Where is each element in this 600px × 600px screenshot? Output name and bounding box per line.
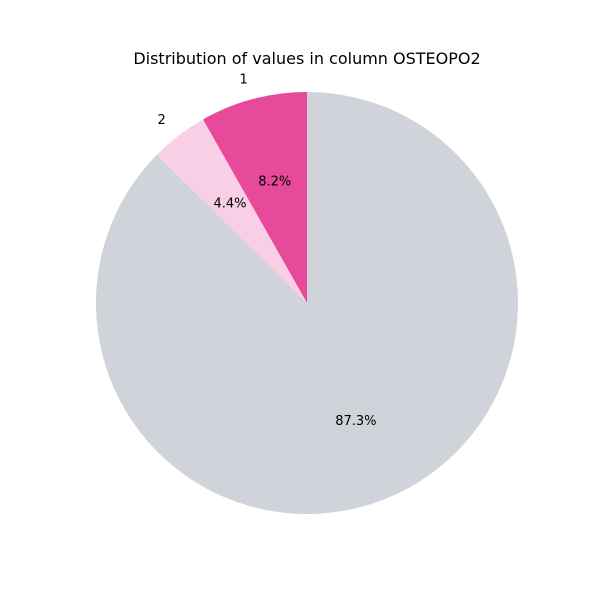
pie-slice-2 xyxy=(96,92,519,514)
pie-category-label: 2 xyxy=(157,113,165,128)
pie-category-label: 1 xyxy=(240,73,248,88)
pie-percent-label: 4.4% xyxy=(213,197,246,212)
pie-percent-label: 87.3% xyxy=(335,414,376,429)
pie-slice-2 xyxy=(156,119,307,303)
pie-slice-1 xyxy=(202,92,307,303)
pie-labels: 8.2% 1 4.4% 2 87.3% xyxy=(157,73,376,429)
pie-percent-label: 8.2% xyxy=(258,175,291,190)
chart-title: Distribution of values in column OSTEOPO… xyxy=(133,49,480,68)
pie-slices xyxy=(96,92,519,514)
